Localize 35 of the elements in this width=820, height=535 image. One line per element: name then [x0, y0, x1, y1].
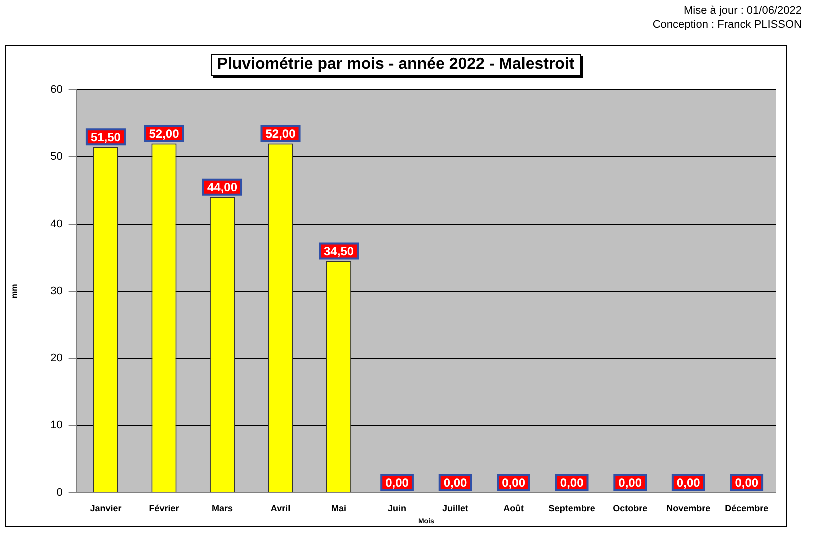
x-tick-label: Septembre: [548, 504, 596, 514]
data-label: 0,00: [502, 476, 526, 490]
data-label: 0,00: [618, 476, 642, 490]
x-tick-label: Mai: [332, 504, 347, 514]
x-tick-label: Octobre: [613, 504, 648, 514]
x-tick-label: Novembre: [666, 504, 711, 514]
data-label: 0,00: [560, 476, 584, 490]
y-axis-title: mm: [10, 284, 20, 299]
data-label: 51,50: [90, 130, 122, 144]
data-label: 0,00: [386, 476, 410, 490]
data-label: 44,00: [207, 180, 238, 195]
y-tick-label: 60: [50, 84, 63, 96]
data-label: 0,00: [444, 476, 468, 490]
chart-title: Pluviométrie par mois - année 2022 - Malestroit: [211, 54, 581, 76]
y-tick-label: 30: [50, 285, 63, 298]
y-tick-label: 0: [56, 486, 63, 499]
y-tick-label: 50: [50, 151, 63, 164]
x-tick-label: Janvier: [90, 504, 122, 514]
data-label: 34,50: [324, 244, 354, 259]
y-tick-label: 40: [50, 218, 63, 230]
x-tick-label: Avril: [270, 504, 291, 514]
x-tick-label: Février: [149, 504, 180, 514]
text: Conception : Franck PLISSON: [652, 18, 802, 32]
data-label: 52,00: [266, 127, 296, 142]
x-tick-label: Juin: [388, 504, 407, 514]
x-tick-label: Décembre: [725, 504, 769, 514]
data-label: 52,00: [149, 127, 180, 142]
x-tick-label: Mars: [212, 504, 233, 514]
x-tick-label: Août: [504, 504, 524, 514]
y-tick-label: 10: [50, 420, 63, 432]
text: Mise à jour : 01/06/2022: [682, 4, 802, 18]
data-label: 0,00: [676, 476, 701, 490]
data-label: 0,00: [735, 476, 759, 490]
y-tick-label: 20: [50, 352, 63, 365]
x-tick-label: Juillet: [442, 504, 469, 514]
